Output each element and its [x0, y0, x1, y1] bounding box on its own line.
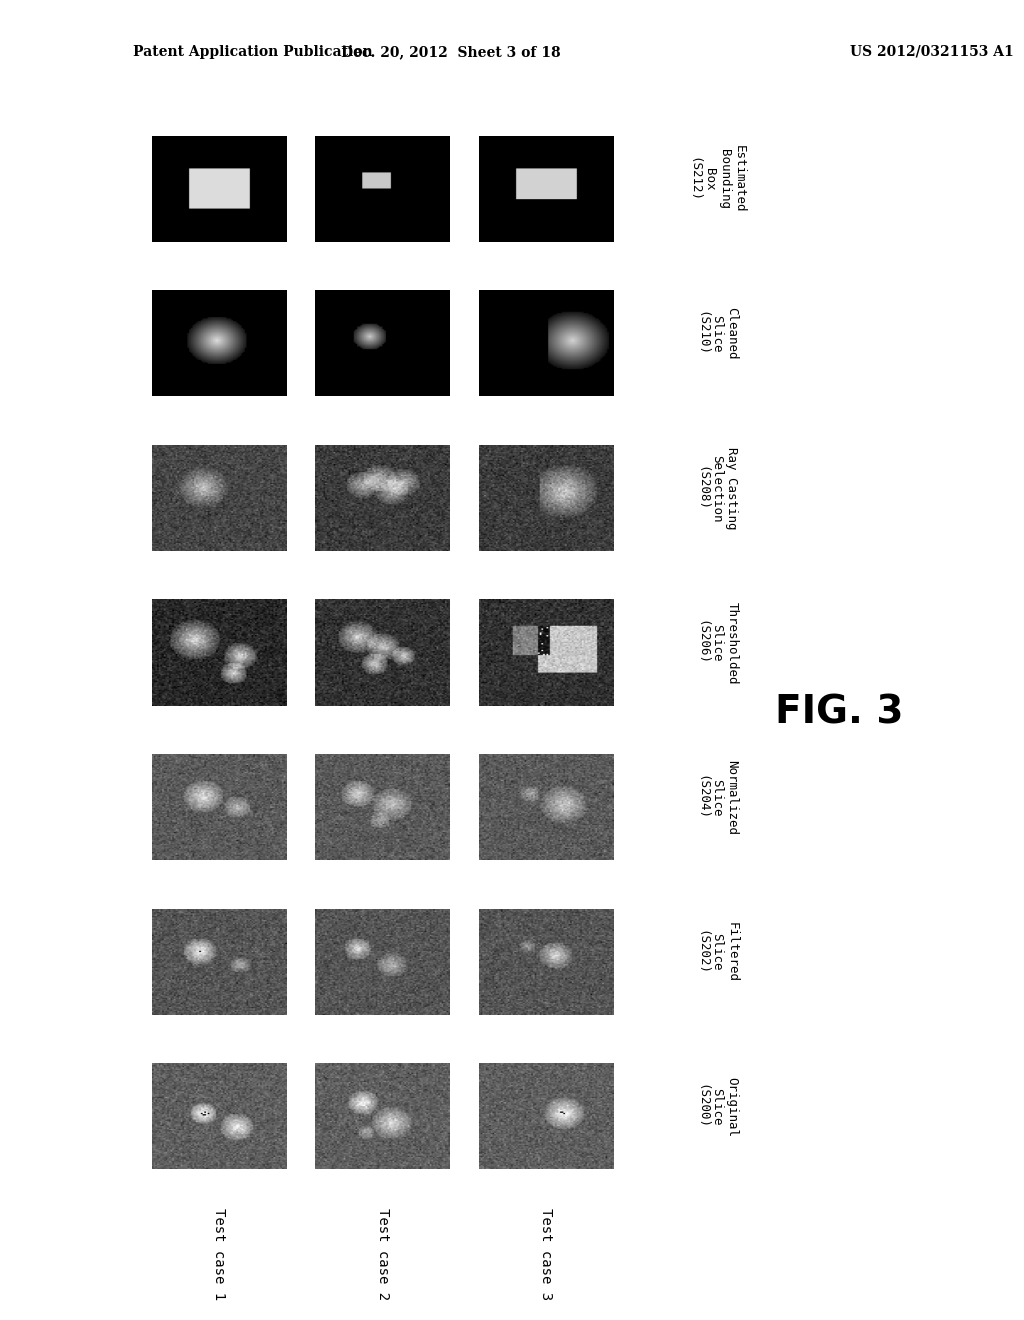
Text: Test case 2: Test case 2 — [376, 1208, 389, 1300]
Text: Filtered
Slice
(S202): Filtered Slice (S202) — [695, 923, 738, 982]
Text: Original
Slice
(S200): Original Slice (S200) — [695, 1077, 738, 1137]
Text: Normalized
Slice
(S204): Normalized Slice (S204) — [695, 760, 738, 836]
Text: Test case 1: Test case 1 — [212, 1208, 225, 1300]
Text: Thresholded
Slice
(S206): Thresholded Slice (S206) — [695, 602, 738, 684]
Text: Dec. 20, 2012  Sheet 3 of 18: Dec. 20, 2012 Sheet 3 of 18 — [341, 45, 560, 59]
Text: Ray Casting
Selection
(S208): Ray Casting Selection (S208) — [695, 447, 738, 529]
Text: US 2012/0321153 A1: US 2012/0321153 A1 — [850, 45, 1014, 59]
Text: Estimated
Bounding
Box
(S212): Estimated Bounding Box (S212) — [688, 145, 745, 213]
Text: Cleaned
Slice
(S210): Cleaned Slice (S210) — [695, 308, 738, 360]
Text: Test case 3: Test case 3 — [540, 1208, 553, 1300]
Text: FIG. 3: FIG. 3 — [775, 694, 904, 731]
Text: Patent Application Publication: Patent Application Publication — [133, 45, 373, 59]
